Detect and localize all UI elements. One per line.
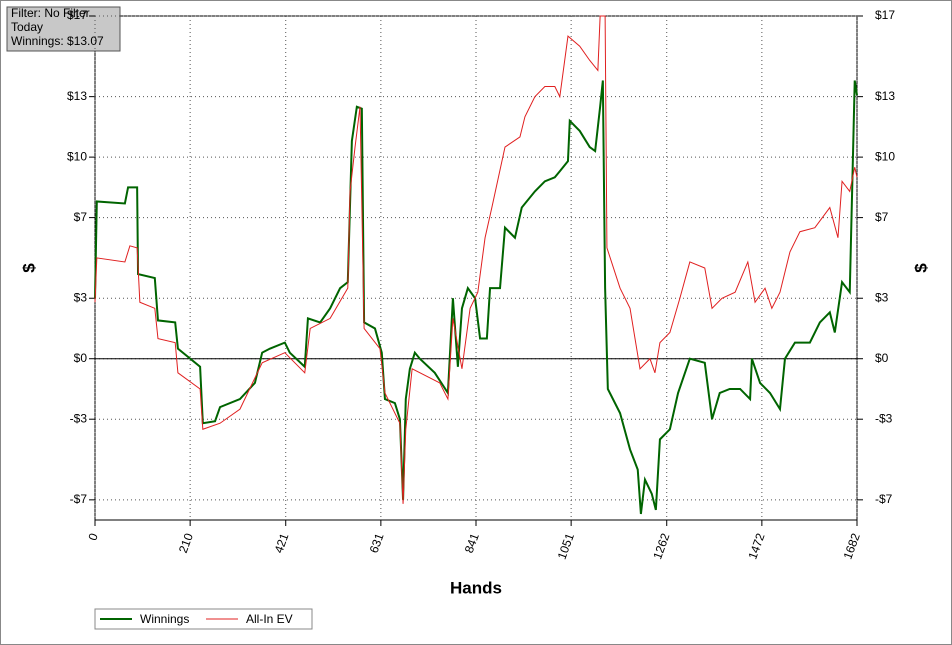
x-tick-label: 210 bbox=[176, 531, 196, 555]
y-tick-label: $7 bbox=[74, 210, 88, 224]
y2-tick-label: $3 bbox=[875, 290, 889, 304]
legend bbox=[94, 608, 313, 630]
y-axis-label: $ bbox=[19, 263, 38, 273]
x-tick-label: 421 bbox=[272, 531, 292, 555]
legend-label: Winnings bbox=[140, 612, 189, 626]
series-line bbox=[94, 15, 858, 504]
info-box bbox=[6, 6, 121, 52]
y-tick-label: $0 bbox=[74, 351, 88, 365]
y2-tick-label: $7 bbox=[875, 210, 889, 224]
info-period: Today bbox=[11, 20, 43, 34]
info-winnings: Winnings: $13.07 bbox=[11, 34, 104, 48]
series-line bbox=[94, 80, 858, 515]
y2-tick-label: $0 bbox=[875, 351, 889, 365]
y-tick-label: -$7 bbox=[70, 492, 88, 506]
x-tick-label: 0 bbox=[85, 531, 101, 542]
y2-tick-label: $17 bbox=[875, 8, 895, 22]
y2-axis-label: $ bbox=[911, 263, 930, 273]
info-filter: Filter: No Filter bbox=[11, 6, 90, 20]
y2-tick-label: -$3 bbox=[875, 411, 893, 425]
legend-label: All-In EV bbox=[246, 612, 293, 626]
x-tick-label: 841 bbox=[462, 531, 482, 555]
y-tick-label: $3 bbox=[74, 290, 88, 304]
y-tick-label: $10 bbox=[67, 149, 87, 163]
y2-tick-label: $10 bbox=[875, 149, 895, 163]
x-axis-label: Hands bbox=[450, 578, 502, 597]
y-tick-label: $13 bbox=[67, 89, 87, 103]
y-tick-label: $17 bbox=[67, 8, 87, 22]
y2-tick-label: $13 bbox=[875, 89, 895, 103]
y-tick-label: -$3 bbox=[70, 411, 88, 425]
y2-tick-label: -$7 bbox=[875, 492, 893, 506]
x-tick-label: 631 bbox=[367, 531, 387, 555]
